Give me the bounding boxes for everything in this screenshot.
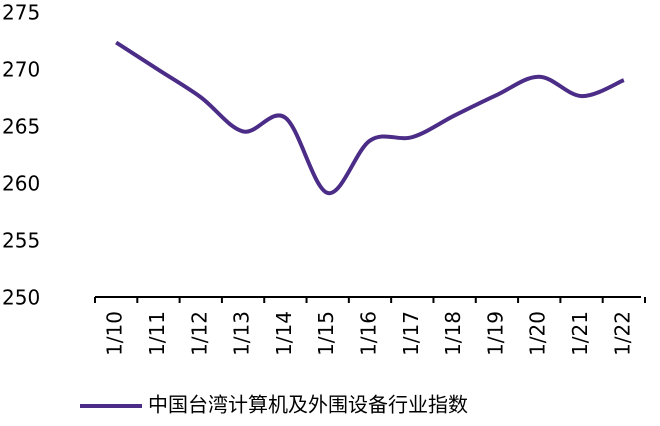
x-tick-label: 1/19 (483, 311, 507, 356)
x-tick-label: 1/13 (230, 311, 254, 356)
line-series (115, 40, 625, 195)
x-tick-label: 1/11 (145, 311, 169, 356)
x-tick-label: 1/20 (526, 311, 550, 356)
x-tick-label: 1/16 (357, 311, 381, 356)
x-tick-label: 1/12 (187, 311, 211, 356)
x-tick-label: 1/17 (399, 311, 423, 356)
x-tick-label: 1/18 (441, 311, 465, 356)
x-tick-label: 1/14 (272, 311, 296, 356)
x-tick-label: 1/15 (314, 311, 338, 356)
x-tick-label: 1/22 (610, 311, 634, 356)
y-tick-label: 255 (2, 229, 40, 253)
x-tick-label: 1/21 (568, 311, 592, 356)
y-tick-label: 270 (2, 58, 40, 82)
y-tick-label: 265 (2, 115, 40, 139)
legend-label: 中国台湾计算机及外围设备行业指数 (148, 393, 468, 417)
x-tick-label: 1/10 (103, 311, 127, 356)
y-tick-label: 275 (2, 1, 40, 25)
y-tick-label: 250 (2, 286, 40, 310)
y-tick-label: 260 (2, 172, 40, 196)
